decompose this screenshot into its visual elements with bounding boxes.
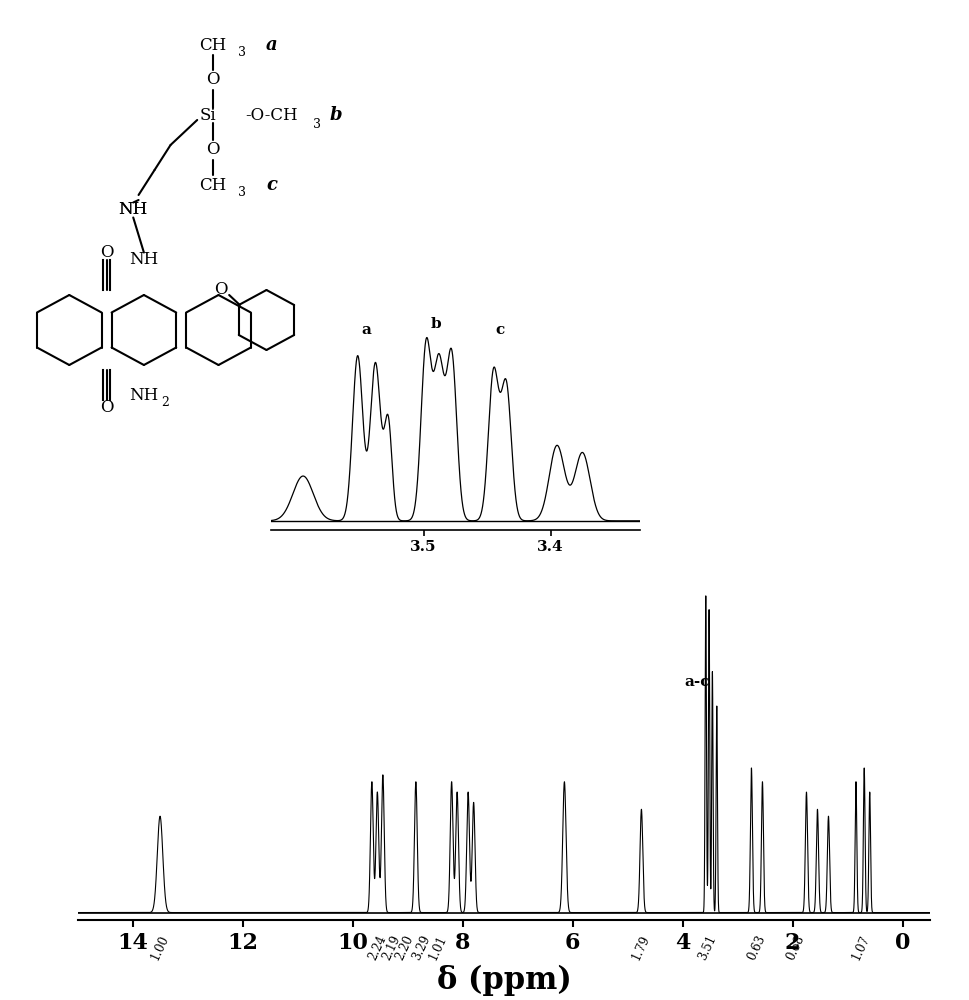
Text: CH: CH	[200, 176, 227, 194]
Text: 0.68: 0.68	[784, 933, 807, 962]
Text: a: a	[361, 323, 371, 337]
Text: CH: CH	[200, 36, 227, 53]
Text: 3: 3	[238, 186, 246, 199]
Text: a: a	[266, 36, 277, 54]
Text: a-c: a-c	[685, 675, 710, 689]
Text: O: O	[214, 282, 228, 298]
Text: -O-CH: -O-CH	[245, 106, 297, 123]
Text: 3.29: 3.29	[410, 933, 433, 962]
Text: 3: 3	[238, 46, 246, 59]
Text: 2.20: 2.20	[393, 933, 417, 962]
Text: b: b	[329, 106, 342, 124]
Text: NH: NH	[129, 251, 159, 268]
Text: O: O	[100, 399, 113, 416]
Text: NH: NH	[129, 386, 159, 403]
Text: 3: 3	[313, 118, 321, 131]
Text: 2.24: 2.24	[366, 933, 389, 962]
Text: NH: NH	[118, 202, 148, 219]
Text: 1.79: 1.79	[630, 933, 653, 962]
Text: 1.07: 1.07	[850, 933, 873, 962]
Text: 0.63: 0.63	[745, 933, 768, 962]
X-axis label: δ (ppm): δ (ppm)	[436, 965, 572, 996]
Text: 1.00: 1.00	[148, 933, 172, 962]
Text: O: O	[206, 141, 220, 158]
Text: 3.51: 3.51	[696, 933, 719, 962]
Text: O: O	[100, 244, 113, 261]
Text: b: b	[431, 317, 442, 331]
Text: 2: 2	[161, 396, 170, 409]
Text: 2.19: 2.19	[380, 933, 402, 962]
Text: c: c	[495, 323, 505, 337]
Text: c: c	[266, 176, 277, 194]
Text: Si: Si	[200, 106, 216, 123]
Text: NH: NH	[118, 202, 148, 219]
Text: 1.01: 1.01	[426, 933, 450, 962]
Text: O: O	[206, 72, 220, 89]
